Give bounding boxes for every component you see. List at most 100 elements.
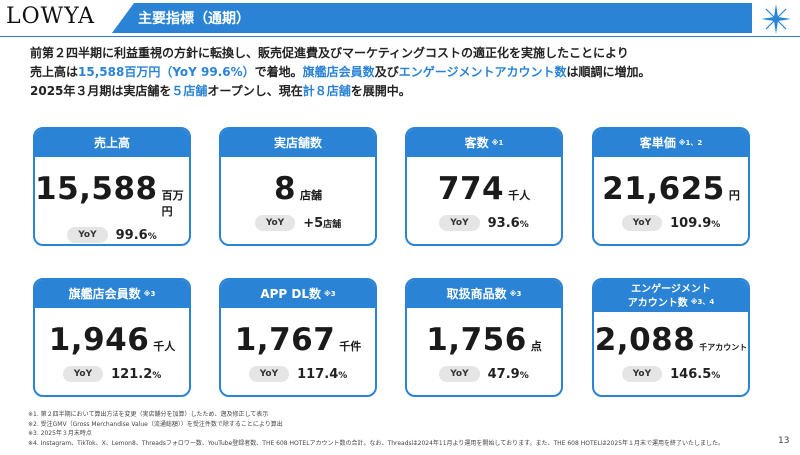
card-value: 1,756 [426, 322, 527, 358]
yoy-badge: YoY [621, 215, 663, 231]
intro-text-span: を展開中。 [350, 84, 411, 98]
card-unit: 店舗 [300, 189, 323, 202]
card-title: 客単価 ※1、2 [594, 129, 748, 157]
card-title-text: 実店舗数 [273, 135, 322, 150]
card-title-text: 旗艦店会員数 [68, 286, 141, 301]
card-title: 取扱商品数 ※3 [407, 280, 561, 308]
yoy-number: 117.4 [297, 366, 339, 382]
yoy-value: 117.4% [297, 367, 347, 382]
card-title: APP DL数 ※3 [221, 280, 375, 308]
card-yoy-row: YoY 93.6% [407, 215, 561, 231]
star-ornament-icon [761, 4, 791, 34]
yoy-suffix: % [711, 219, 721, 230]
card-yoy-row: YoY 117.4% [221, 366, 375, 382]
kpi-card-products: 取扱商品数 ※3 1,756 点 YoY 47.9% [405, 278, 563, 397]
yoy-suffix: % [152, 370, 162, 381]
title-band [112, 3, 752, 33]
yoy-value: 99.6% [116, 228, 157, 243]
card-unit: 千件 [339, 340, 362, 353]
yoy-suffix: % [711, 370, 721, 381]
kpi-card-members: 旗艦店会員数 ※3 1,946 千人 YoY 121.2% [33, 278, 191, 397]
yoy-number: 47.9 [487, 366, 520, 382]
card-value-row: 8 店舗 [221, 171, 375, 207]
page-number: 13 [778, 436, 790, 446]
footnote: ※4. Instagram、TikTok、X、Lemon8、Threadsフォロ… [28, 439, 725, 447]
intro-highlight-revenue: 15,588百万円（YoY 99.6%） [78, 65, 255, 79]
card-unit: 円 [728, 189, 740, 202]
card-value: 2,088 [594, 322, 696, 358]
intro-highlight-accounts: エンゲージメントアカウント数 [398, 65, 567, 79]
yoy-badge: YoY [439, 366, 480, 382]
yoy-suffix: % [519, 219, 529, 230]
intro-text-span: オープンし、現在 [207, 84, 303, 98]
card-value-row: 15,588 百万円 [35, 171, 189, 219]
card-value: 8 [273, 171, 297, 207]
card-title-text: エンゲージメント アカウント数 ※3、4 [628, 283, 715, 310]
yoy-value: 121.2% [111, 367, 161, 382]
kpi-card-customers: 客数 ※1 774 千人 YoY 93.6% [405, 127, 563, 246]
card-value: 1,767 [234, 322, 336, 358]
intro-text-span: 2025年３月期は実店舗を [30, 84, 172, 98]
header-divider [0, 36, 800, 37]
kpi-card-engagement-accounts: エンゲージメント アカウント数 ※3、4 2,088 千アカウント YoY 146.5… [592, 278, 750, 397]
card-unit: 百万円 [161, 189, 184, 218]
intro-text-span: は順調に増加。 [566, 65, 651, 79]
yoy-badge: YoY [621, 366, 663, 382]
yoy-number: 93.6 [487, 215, 520, 231]
card-value: 21,625 [602, 171, 725, 207]
kpi-card-average-spend: 客単価 ※1、2 21,625 円 YoY 109.9% [592, 127, 750, 246]
card-note: ※1、2 [678, 138, 703, 147]
yoy-number: 146.5 [670, 366, 712, 382]
card-unit: 千人 [508, 189, 531, 202]
card-yoy-row: YoY 121.2% [35, 366, 189, 382]
card-title-text: APP DL数 [260, 286, 321, 301]
card-title: 実店舗数 [221, 129, 375, 157]
card-value-row: 1,756 点 [407, 322, 561, 358]
card-title-text: 客数 [464, 135, 489, 150]
footnote: ※1. 第２四半期において算出方法を変更（実店舗分を加算）したため、遡及修正して… [28, 411, 269, 418]
yoy-number: 121.2 [111, 366, 153, 382]
intro-highlight-total-stores: 計８店舗 [302, 84, 351, 98]
intro-highlight-new-stores: ５店舗 [171, 84, 208, 98]
yoy-badge: YoY [254, 215, 296, 231]
yoy-badge: YoY [67, 227, 108, 243]
card-note: ※3 [323, 289, 336, 298]
footnotes: ※1. 第２四半期において算出方法を変更（実店舗分を加算）したため、遡及修正して… [28, 410, 724, 448]
yoy-badge: YoY [62, 366, 104, 382]
yoy-suffix: % [147, 231, 157, 242]
card-yoy-row: YoY 109.9% [594, 215, 748, 231]
card-value: 774 [437, 171, 505, 207]
card-value-row: 1,946 千人 [35, 322, 189, 358]
card-title: エンゲージメント アカウント数 ※3、4 [594, 280, 748, 312]
intro-text: 前第２四半期に利益重視の方針に転換し、販売促進費及びマーケティングコストの適正化… [30, 44, 780, 101]
card-title: 旗艦店会員数 ※3 [35, 280, 189, 308]
card-yoy-row: YoY +5店舗 [221, 215, 375, 231]
intro-line-1: 前第２四半期に利益重視の方針に転換し、販売促進費及びマーケティングコストの適正化… [30, 46, 629, 60]
intro-highlight-members: 旗艦店会員数 [302, 65, 375, 79]
yoy-suffix: % [338, 370, 348, 381]
kpi-card-app-downloads: APP DL数 ※3 1,767 千件 YoY 117.4% [219, 278, 377, 397]
yoy-badge: YoY [248, 366, 290, 382]
intro-line-2: 売上高は15,588百万円（YoY 99.6%）で着地。旗艦店会員数及びエンゲー… [30, 63, 780, 82]
card-title-line-2: アカウント数 [627, 297, 688, 309]
footnote: ※2. 受注GMV（Gross Merchandise Value（流通総額））… [28, 420, 283, 428]
intro-text-span: 売上高は [30, 65, 79, 79]
yoy-value: 109.9% [670, 216, 720, 231]
yoy-suffix: % [519, 370, 529, 381]
yoy-value: 93.6% [488, 216, 529, 231]
header: LOWYA 主要指標（通期） [0, 0, 800, 38]
card-value-row: 2,088 千アカウント [594, 322, 748, 358]
card-unit: 点 [530, 340, 542, 353]
yoy-badge: YoY [439, 215, 480, 231]
card-title-line-1: エンゲージメント [631, 283, 711, 295]
card-title-text: 取扱商品数 [446, 286, 507, 301]
card-title: 客数 ※1 [407, 129, 561, 157]
yoy-value: 146.5% [670, 367, 720, 382]
card-unit: 千人 [153, 340, 176, 353]
page-title: 主要指標（通期） [138, 11, 250, 27]
card-value: 1,946 [48, 322, 150, 358]
yoy-number: +5 [303, 215, 324, 231]
card-title-text: 客単価 [639, 135, 676, 150]
card-title-text: 売上高 [93, 135, 130, 150]
card-value: 15,588 [35, 171, 158, 207]
